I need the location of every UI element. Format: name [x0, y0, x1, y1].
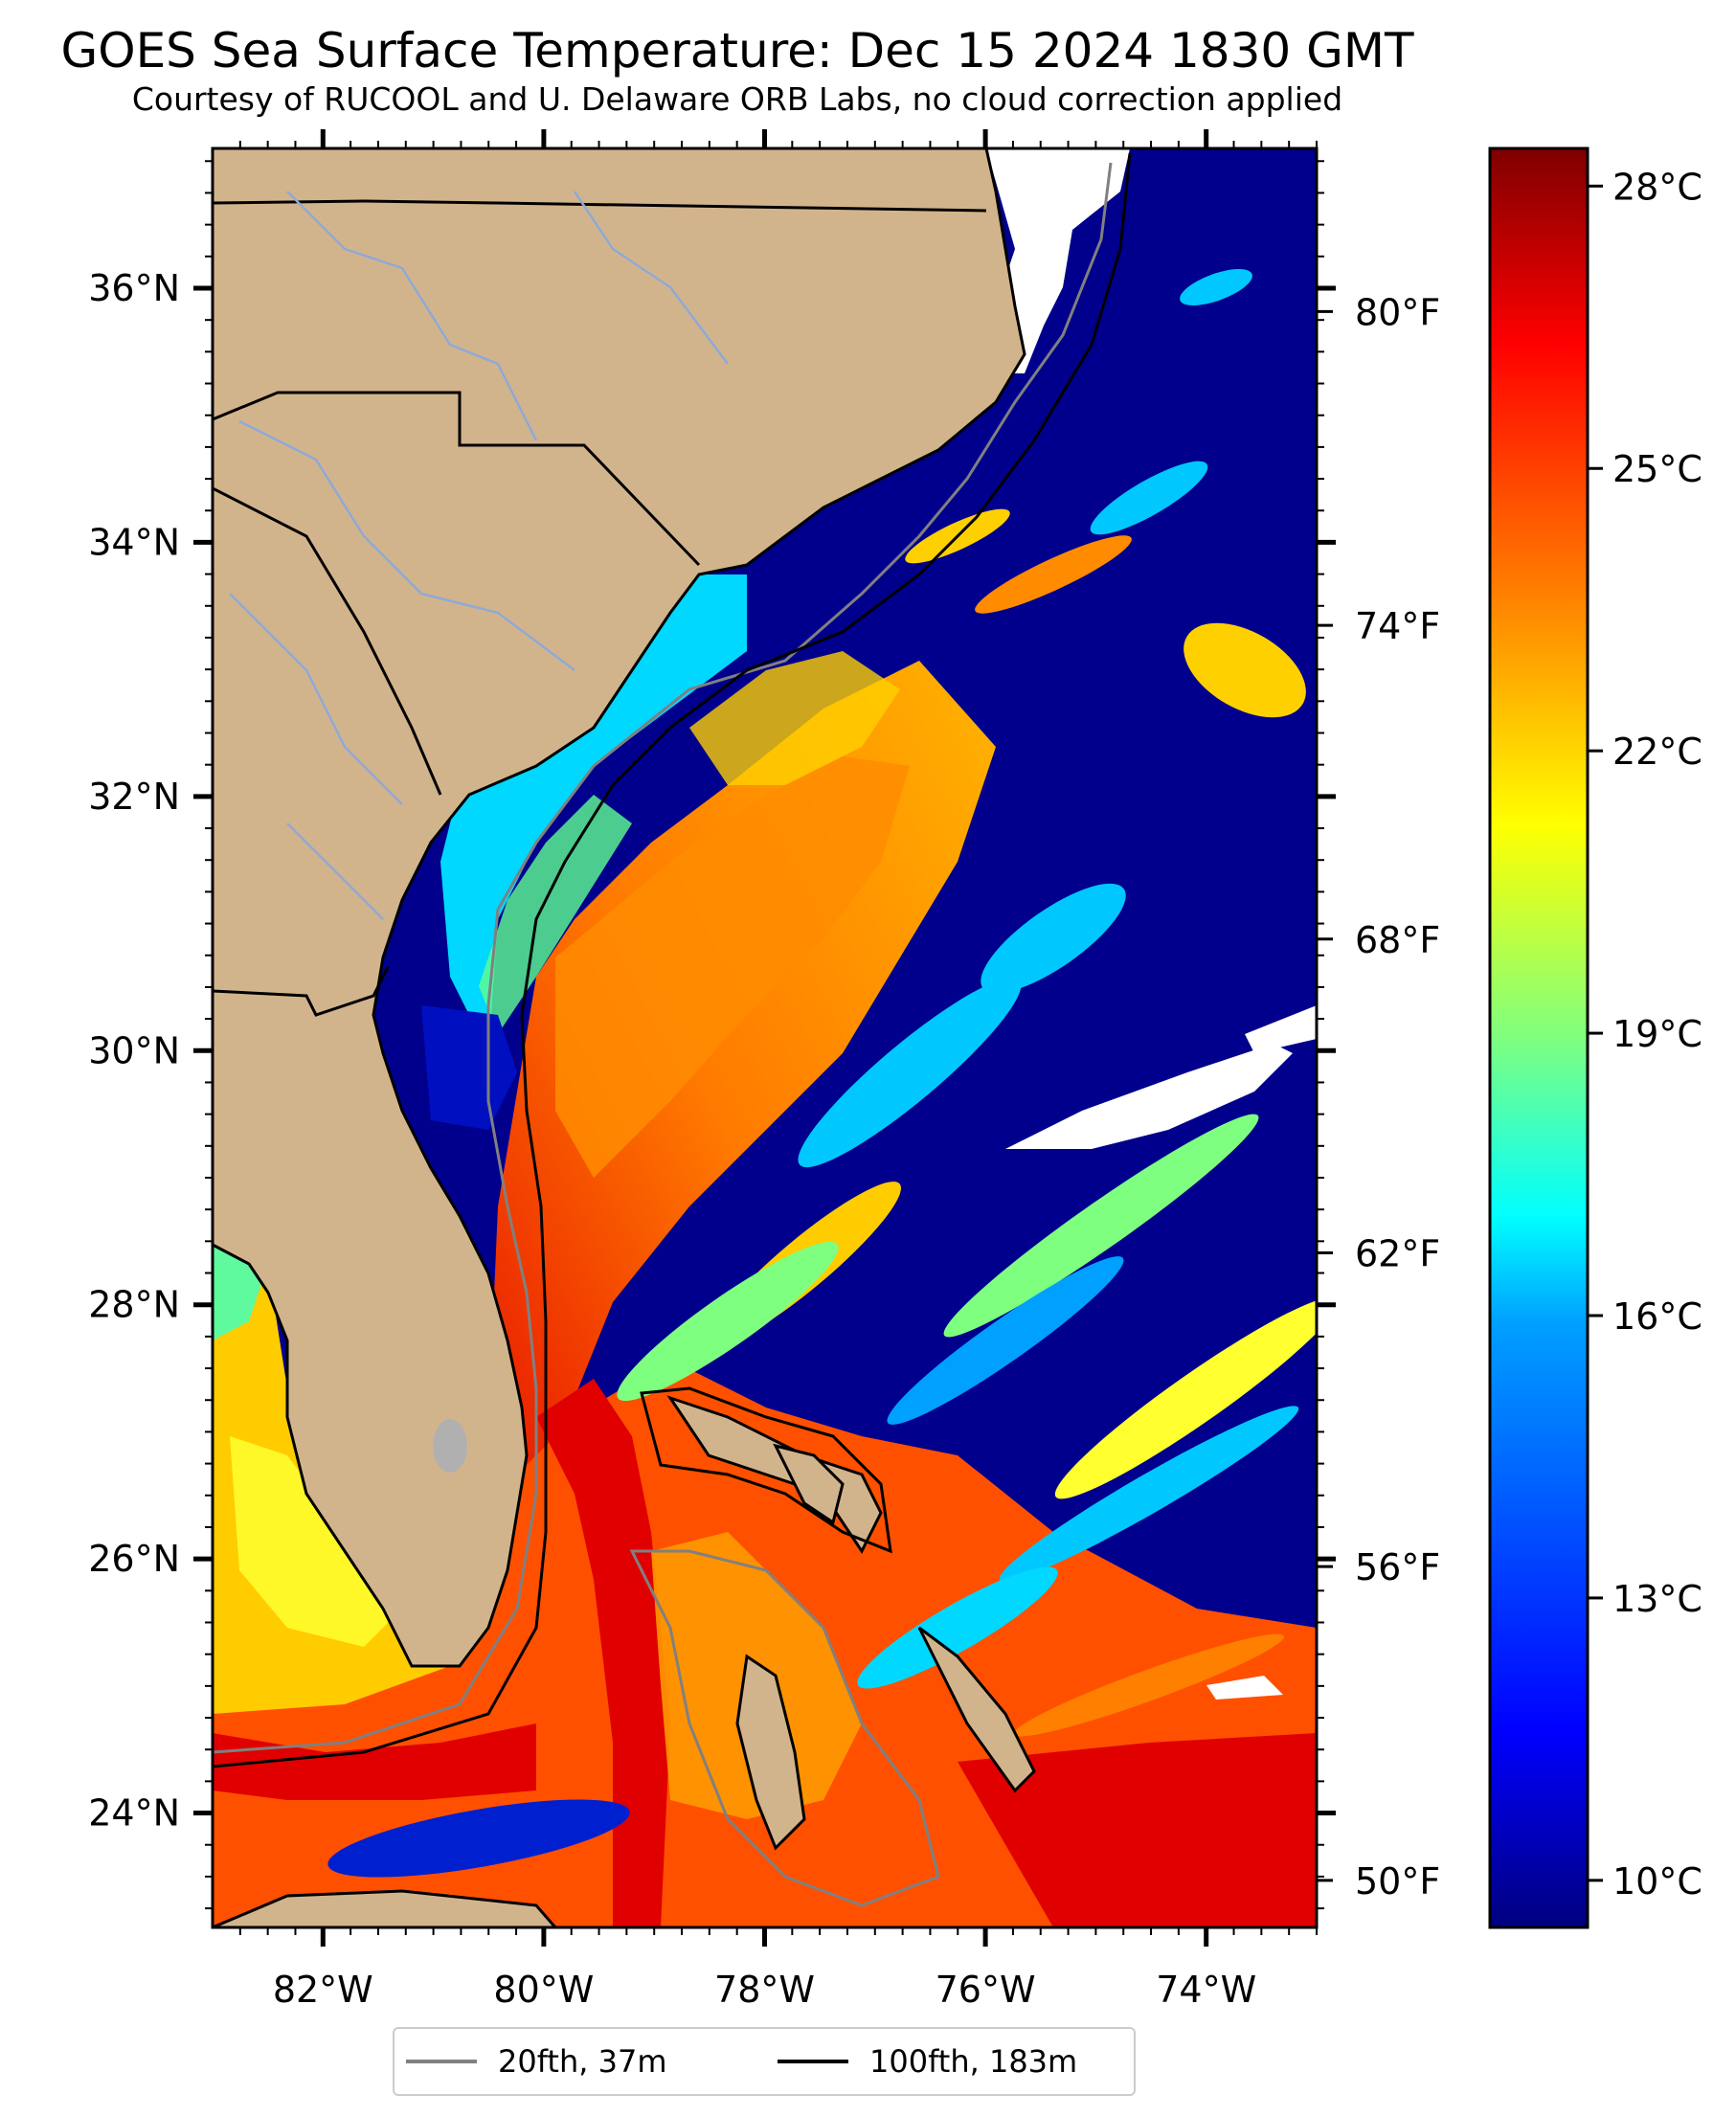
fahrenheit-tick-label: 80°F [1355, 291, 1440, 333]
legend-label-20fth: 20fth, 37m [498, 2043, 667, 2080]
lon-tick-label: 78°W [714, 1969, 815, 2011]
grand-bahama-island [666, 1395, 883, 1554]
straits-red-band [536, 1379, 670, 1927]
south-east-red [958, 1733, 1317, 1927]
fahrenheit-axis: 80°F 74°F 68°F 62°F 56°F 50°F [1317, 291, 1440, 1903]
lat-tick-label: 24°N [88, 1792, 180, 1835]
celsius-tick-label: 28°C [1612, 166, 1702, 208]
contour-20fth-line [213, 162, 1113, 1754]
warm-eddy-yellow [689, 651, 900, 785]
lat-tick-label: 28°N [88, 1284, 180, 1326]
lat-tick-label: 34°N [88, 521, 180, 563]
lat-tick-label: 26°N [88, 1538, 180, 1580]
gulf-stream-orange-core [555, 756, 910, 1178]
celsius-tick-label: 16°C [1612, 1295, 1702, 1338]
cloud-mask [986, 148, 1317, 1700]
celsius-tick-label: 22°C [1612, 731, 1702, 773]
map-area [213, 148, 1317, 1927]
lat-tick-label: 36°N [88, 267, 180, 309]
andros-island [735, 1654, 806, 1851]
map-title: GOES Sea Surface Temperature: Dec 15 202… [60, 23, 1414, 79]
fahrenheit-tick-label: 68°F [1355, 919, 1440, 961]
gulf-of-mexico-yellow [230, 1436, 402, 1647]
lon-tick-label: 80°W [493, 1969, 594, 2011]
lon-tick-label: 76°W [936, 1969, 1036, 2011]
cuba-coast [213, 1889, 557, 1927]
celsius-axis: 10°C 13°C 16°C 19°C 22°C 25°C 28°C [1588, 166, 1702, 1903]
abaco-island [773, 1443, 845, 1525]
map-subtitle: Courtesy of RUCOOL and U. Delaware ORB L… [131, 80, 1343, 118]
lon-tick-label: 74°W [1156, 1969, 1256, 2011]
land [213, 148, 1036, 1927]
colorbar [1488, 146, 1589, 1929]
lat-tick-label: 32°N [88, 776, 180, 818]
gulf-stream-warm-band [479, 661, 996, 1647]
offshore-filaments [327, 269, 1317, 1878]
legend-swatch-20fth [406, 2060, 477, 2063]
nearshore-cold [421, 1005, 517, 1130]
lon-tick-label: 82°W [273, 1969, 373, 2011]
state-borders [213, 199, 987, 1017]
contour-bahamas-gray [629, 1549, 940, 1907]
shelf-green-water [479, 795, 632, 1034]
keys-red-band [213, 1723, 536, 1800]
celsius-tick-label: 25°C [1612, 448, 1702, 490]
rivers [229, 191, 729, 920]
lake-okeechobee [433, 1419, 467, 1473]
fahrenheit-tick-label: 74°F [1355, 605, 1440, 647]
legend-label-100fth: 100fth, 183m [869, 2043, 1078, 2080]
longitude-axis: 82°W 80°W 78°W 76°W 74°W [238, 129, 1318, 2011]
us-mainland [213, 148, 1026, 1668]
fahrenheit-tick-label: 56°F [1355, 1546, 1440, 1588]
eleuthera-island [917, 1626, 1036, 1793]
legend-swatch-100fth [778, 2060, 848, 2063]
shelf-cool-water [440, 574, 747, 1053]
celsius-tick-label: 10°C [1612, 1860, 1702, 1903]
celsius-tick-label: 19°C [1612, 1013, 1702, 1055]
fahrenheit-tick-label: 50°F [1355, 1860, 1440, 1903]
legend-item-100fth: 100fth, 183m [778, 2042, 1077, 2081]
lat-tick-label: 30°N [88, 1029, 180, 1071]
legend-item-20fth: 20fth, 37m [406, 2042, 666, 2081]
latitude-axis: 24°N 26°N 28°N 30°N 32°N 34°N 36°N [88, 160, 1336, 1910]
contour-bahamas-black [640, 1386, 892, 1554]
contour-legend: 20fth, 37m 100fth, 183m [393, 2027, 1136, 2096]
contour-100fth-line [213, 152, 1132, 1768]
fahrenheit-tick-label: 62°F [1355, 1232, 1440, 1274]
celsius-tick-label: 13°C [1612, 1578, 1702, 1620]
